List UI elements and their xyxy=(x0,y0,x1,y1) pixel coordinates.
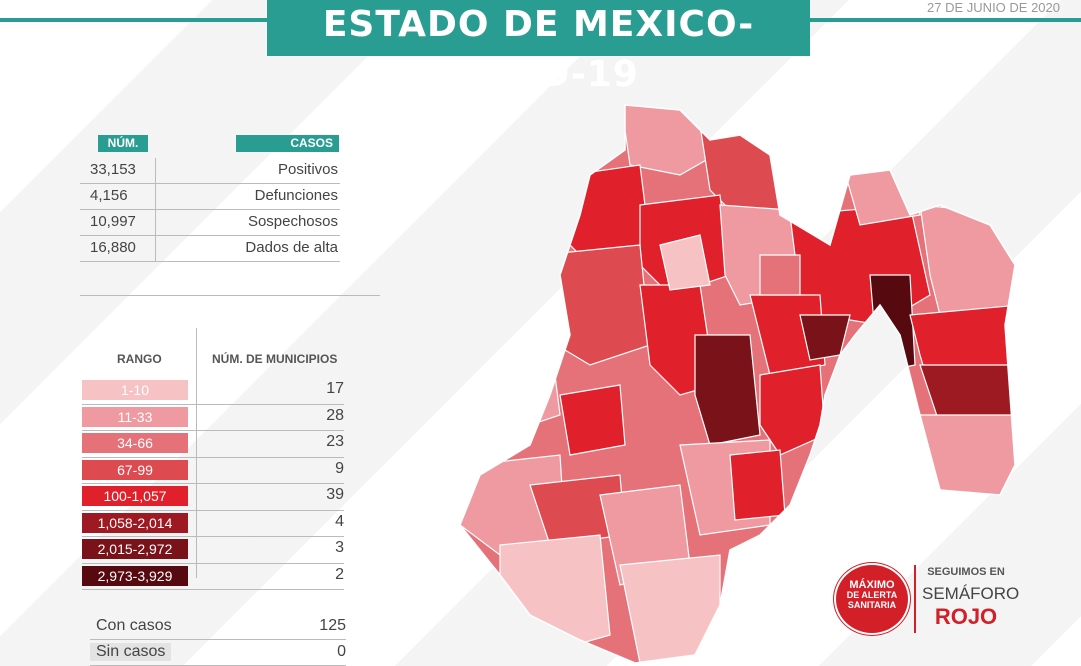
page-title: ESTADO DE MEXICO-COVID-19 xyxy=(267,0,810,95)
badge-line-2: DE ALERTA xyxy=(846,590,898,600)
section-divider xyxy=(80,295,380,296)
legend-row: 34-66 23 xyxy=(82,431,344,458)
summary-value: 4,156 xyxy=(90,187,128,204)
legend-count: 2 xyxy=(335,565,344,583)
totals-row-sin-casos: Sin casos 0 xyxy=(90,640,346,666)
summary-row-dados-de-alta: 16,880 Dados de alta xyxy=(80,236,340,262)
legend-header-range: RANGO xyxy=(117,352,162,366)
summary-label: Sospechosos xyxy=(247,213,338,230)
summary-label: Positivos xyxy=(277,161,338,178)
legend-header-municipios: NÚM. DE MUNICIPIOS xyxy=(212,352,338,366)
summary-header-num: NÚM. xyxy=(98,135,148,152)
legend-row: 2,973-3,929 2 xyxy=(82,564,344,590)
legend-count: 3 xyxy=(335,539,344,556)
legend-swatch: 11-33 xyxy=(82,406,188,427)
summary-row-sospechosos: 10,997 Sospechosos xyxy=(80,210,340,236)
divider xyxy=(155,210,156,235)
region-south-2 xyxy=(729,449,786,521)
legend-count: 9 xyxy=(335,459,344,477)
summary-label: Dados de alta xyxy=(245,239,338,256)
legend-count: 23 xyxy=(326,433,344,450)
legend-column-divider xyxy=(196,328,197,578)
legend-row: 11-33 28 xyxy=(82,405,344,431)
region-far-south xyxy=(499,534,611,656)
report-date: 27 DE JUNIO DE 2020 xyxy=(927,0,1060,15)
semaforo-line-1: SEGUIMOS EN xyxy=(927,566,1005,578)
summary-label: Defunciones xyxy=(254,187,338,204)
badge-line-1: MÁXIMO xyxy=(849,579,895,591)
alert-badge-circle xyxy=(836,565,908,633)
divider xyxy=(155,236,156,261)
summary-row-positivos: 33,153 Positivos xyxy=(80,158,340,184)
summary-value: 33,153 xyxy=(90,161,136,178)
legend-row: 2,015-2,972 3 xyxy=(82,537,344,564)
summary-value: 10,997 xyxy=(90,213,136,230)
totals-label: Sin casos xyxy=(90,643,172,661)
legend-swatch: 1,058-2,014 xyxy=(82,512,188,533)
legend-swatch: 67-99 xyxy=(82,459,188,480)
totals-value: 0 xyxy=(337,643,346,660)
legend-row: 1,058-2,014 4 xyxy=(82,511,344,537)
badge-line-3: SANITARIA xyxy=(847,600,897,610)
legend-table: 1-10 17 11-33 28 34-66 23 67-99 9 100-1,057 3… xyxy=(82,378,344,590)
region-central-south xyxy=(759,364,826,456)
alert-badge: MÁXIMO DE ALERTA SANITARIA xyxy=(836,565,908,633)
legend-count: 28 xyxy=(326,406,344,424)
totals-row-con-casos: Con casos 125 xyxy=(90,614,346,640)
totals-label: Con casos xyxy=(96,617,172,634)
summary-row-defunciones: 4,156 Defunciones xyxy=(80,184,340,210)
region-toluca xyxy=(694,334,761,446)
semaforo-divider xyxy=(914,565,916,633)
semaforo-line-3: ROJO xyxy=(934,604,998,629)
legend-swatch: 1-10 xyxy=(82,380,188,400)
title-rule-right xyxy=(810,18,1081,22)
region-southeast xyxy=(919,414,1015,506)
alert-badge-text: MÁXIMO DE ALERTA SANITARIA xyxy=(836,579,908,611)
region-west-middle xyxy=(559,384,626,456)
semaforo-block: SEGUIMOS EN SEMÁFORO ROJO xyxy=(922,566,1020,630)
summary-value: 16,880 xyxy=(90,239,136,256)
region-small-2 xyxy=(759,254,801,296)
legend-count: 39 xyxy=(326,486,344,503)
summary-table: 33,153 Positivos 4,156 Defunciones 10,99… xyxy=(80,158,340,262)
totals-value: 125 xyxy=(319,617,346,634)
legend-swatch: 2,015-2,972 xyxy=(82,539,188,559)
region-west-upper xyxy=(539,244,651,366)
legend-row: 67-99 9 xyxy=(82,458,344,484)
region-east-lower xyxy=(919,364,1015,426)
legend-count: 4 xyxy=(335,512,344,530)
legend-row: 1-10 17 xyxy=(82,378,344,405)
legend-count: 17 xyxy=(326,380,344,397)
legend-swatch: 2,973-3,929 xyxy=(82,565,188,586)
legend-row: 100-1,057 39 xyxy=(82,484,344,511)
summary-header-casos: CASOS xyxy=(236,135,339,152)
semaforo-line-2: SEMÁFORO xyxy=(922,584,1020,603)
totals-table: Con casos 125 Sin casos 0 xyxy=(90,614,346,666)
title-rule-left xyxy=(0,18,267,22)
state-outline xyxy=(459,104,1016,664)
region-small-1 xyxy=(659,234,711,291)
divider xyxy=(155,184,156,209)
divider xyxy=(155,158,156,183)
legend-swatch: 100-1,057 xyxy=(82,486,188,506)
legend-swatch: 34-66 xyxy=(82,433,188,453)
choropleth-map xyxy=(459,104,1016,664)
